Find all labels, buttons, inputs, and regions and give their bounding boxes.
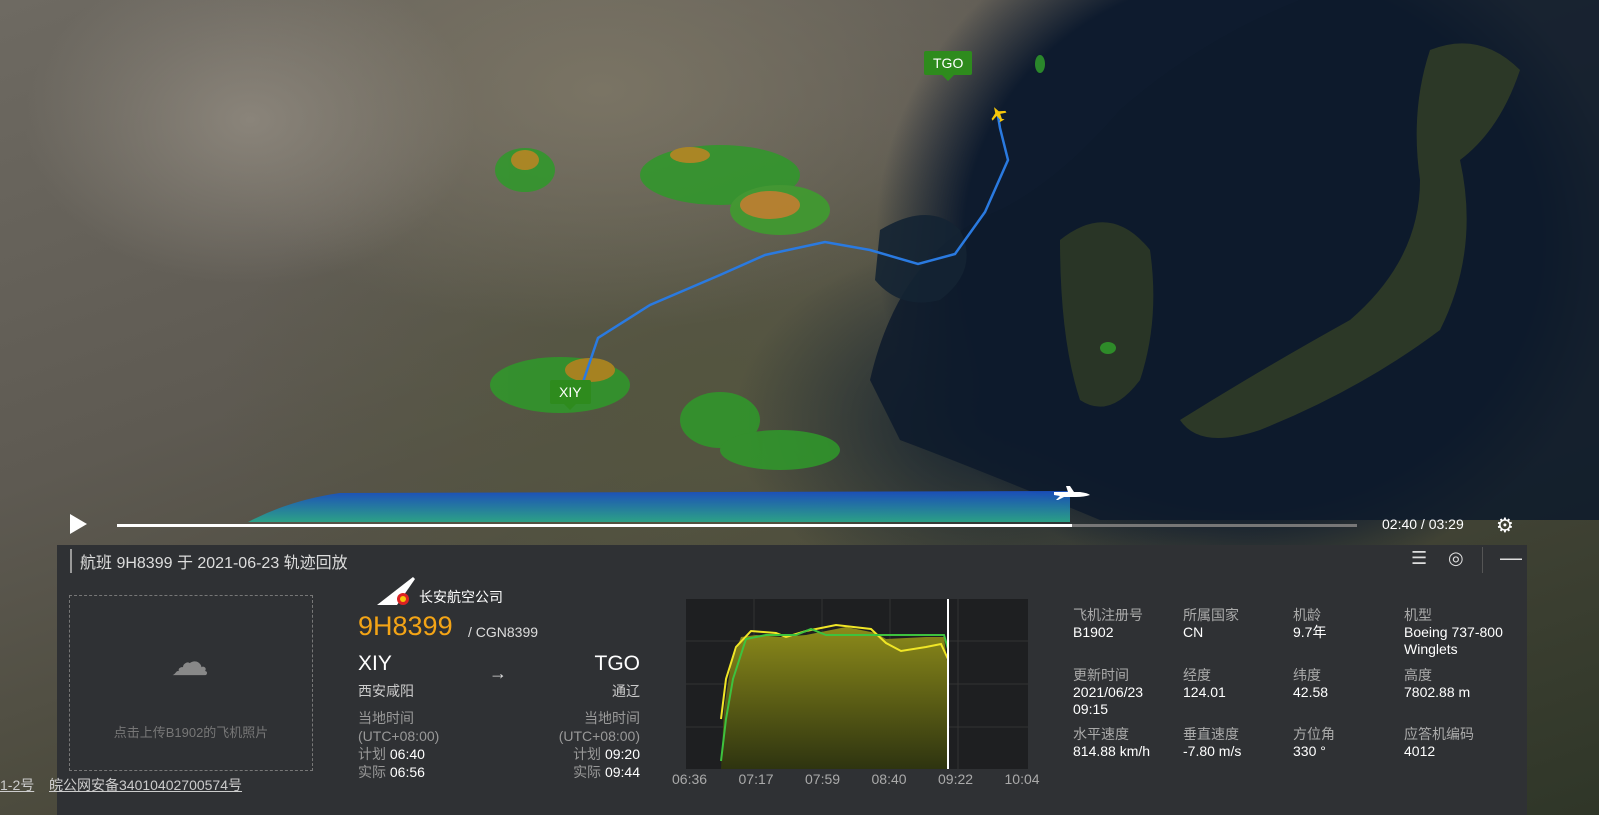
playback-progress <box>117 524 1072 527</box>
origin-code: XIY <box>358 652 392 675</box>
chart-x-tick: 07:17 <box>738 771 774 787</box>
chart-x-tick: 09:22 <box>938 771 974 787</box>
info-value: Boeing 737-800 Winglets <box>1404 624 1503 657</box>
photo-upload-box[interactable]: ☁ 点击上传B1902的飞机照片 <box>69 595 313 771</box>
origin-airport-tag[interactable]: XIY <box>550 380 591 410</box>
flight-number: 9H8399 <box>358 611 453 641</box>
japan-land <box>1180 43 1520 438</box>
info-label: 机型 <box>1404 607 1432 623</box>
flight-track <box>581 115 1010 383</box>
info-label: 飞机注册号 <box>1073 607 1143 623</box>
origin-times: 当地时间 (UTC+08:00) 计划 06:40 实际 06:56 <box>358 709 439 781</box>
dest-sched: 计划 09:20 <box>559 745 640 763</box>
locate-icon[interactable]: ◎ <box>1448 548 1464 568</box>
footer-link-icp[interactable]: 1-2号 <box>0 777 35 793</box>
altitude-profile <box>248 491 1070 522</box>
panel-header: 航班 9H8399 于 2021-06-23 轨迹回放 ☰ ◎ — <box>57 545 1527 575</box>
dest-tz-label: 当地时间 <box>584 710 640 726</box>
info-label: 垂直速度 <box>1183 726 1239 742</box>
dest-times: 当地时间 (UTC+08:00) 计划 09:20 实际 09:44 <box>559 709 640 781</box>
bohai-sea <box>875 215 967 303</box>
info-label: 纬度 <box>1293 667 1321 683</box>
chart-line-yellow <box>720 623 949 720</box>
info-value: B1902 <box>1073 624 1114 640</box>
info-value: 7802.88 m <box>1404 684 1471 700</box>
info-label: 高度 <box>1404 667 1432 683</box>
info-value: CN <box>1183 624 1204 640</box>
airline-name: 长安航空公司 <box>419 589 503 605</box>
origin-actual-value: 06:56 <box>389 764 425 780</box>
altitude-speed-chart[interactable] <box>686 599 1028 769</box>
info-value: -7.80 m/s <box>1183 743 1242 759</box>
footer-link-police[interactable]: 皖公网安备34010402700574号 <box>49 777 243 793</box>
info-label: 所属国家 <box>1183 607 1239 623</box>
chart-x-tick: 07:59 <box>805 771 841 787</box>
origin-tz: (UTC+08:00) <box>358 728 440 744</box>
playback-slider[interactable] <box>117 524 1357 527</box>
plane-progress-icon <box>1054 486 1090 500</box>
chart-x-tick: 10:04 <box>1004 771 1040 787</box>
chart-line-green <box>720 627 949 762</box>
info-label: 经度 <box>1183 667 1211 683</box>
info-value: 9.7年 <box>1293 624 1327 640</box>
origin-tz-label: 当地时间 <box>358 710 414 726</box>
info-value: 4012 <box>1404 743 1436 759</box>
minimize-icon[interactable]: — <box>1500 545 1522 570</box>
cloud-upload-icon: ☁ <box>171 642 209 684</box>
dest-code: TGO <box>594 652 641 675</box>
route-arrow: → <box>489 663 507 683</box>
chart-area <box>721 627 948 769</box>
info-label: 更新时间 <box>1073 667 1129 683</box>
callsign: / CGN8399 <box>468 624 539 640</box>
dest-city: 通辽 <box>612 683 640 699</box>
origin-city: 西安咸阳 <box>358 683 414 699</box>
chart-x-tick: 08:40 <box>871 771 907 787</box>
aircraft-marker <box>991 107 1007 123</box>
chart-x-tick: 06:36 <box>672 771 708 787</box>
korea-land <box>1060 222 1154 407</box>
header-divider <box>1482 547 1483 573</box>
info-value: 814.88 km/h <box>1073 743 1151 759</box>
origin-sched-value: 06:40 <box>389 746 425 762</box>
dest-actual-label: 实际 <box>573 764 602 780</box>
playback-time: 02:40 / 03:29 <box>1382 516 1464 532</box>
airline-logo-icon <box>377 577 415 605</box>
upload-text: 点击上传B1902的飞机照片 <box>113 725 269 740</box>
play-icon[interactable] <box>70 514 87 534</box>
flight-info-panel: 航班 9H8399 于 2021-06-23 轨迹回放 ☰ ◎ — ☁ 点击上传… <box>57 545 1527 815</box>
info-label: 水平速度 <box>1073 726 1129 742</box>
info-value: 124.01 <box>1183 684 1226 700</box>
origin-sched-label: 计划 <box>358 746 386 762</box>
info-value: 330 ° <box>1293 743 1326 759</box>
chart-svg <box>686 599 1028 769</box>
dest-sched-value: 09:20 <box>604 746 640 762</box>
gear-icon[interactable]: ⚙ <box>1496 515 1514 537</box>
info-value: 42.58 <box>1293 684 1329 700</box>
dest-actual: 实际 09:44 <box>559 763 640 781</box>
dest-tz: (UTC+08:00) <box>558 728 640 744</box>
origin-actual: 实际 06:56 <box>358 763 439 781</box>
dest-airport-tag[interactable]: TGO <box>924 51 973 81</box>
origin-actual-label: 实际 <box>358 764 386 780</box>
info-label: 应答机编码 <box>1404 726 1474 742</box>
origin-sched: 计划 06:40 <box>358 745 439 763</box>
playback-bar: 02:40 / 03:29 ⚙ <box>60 505 1530 545</box>
dest-actual-value: 09:44 <box>604 764 640 780</box>
dest-sched-label: 计划 <box>573 746 602 762</box>
info-label: 机龄 <box>1293 607 1321 623</box>
panel-title: 航班 9H8399 于 2021-06-23 轨迹回放 <box>70 549 348 573</box>
info-label: 方位角 <box>1293 726 1335 742</box>
info-value: 2021/06/23 09:15 <box>1073 684 1144 717</box>
list-icon[interactable]: ☰ <box>1411 548 1428 568</box>
